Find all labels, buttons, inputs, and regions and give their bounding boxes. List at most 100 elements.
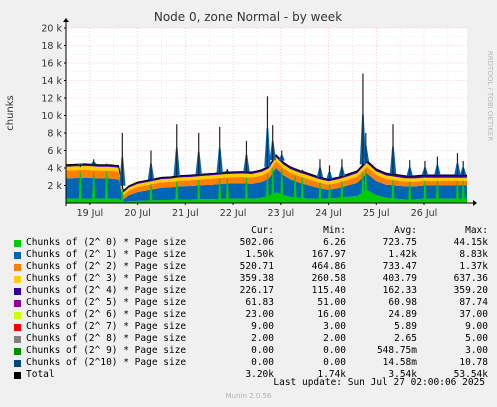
spike-base (225, 178, 229, 203)
legend-swatch (14, 300, 21, 307)
spike-base (461, 180, 465, 203)
y-tick-label: 18 k (41, 41, 62, 52)
legend-value-cur: 9.00 (251, 321, 274, 332)
spike-base (423, 180, 427, 203)
spike-base (78, 171, 82, 203)
legend-value-min: 0.00 (323, 357, 346, 368)
area-2pow2 (66, 161, 467, 200)
legend-row: Total 3.20k 1.74k 3.54k 53.54k (14, 369, 488, 381)
legend-value-max: 10.78 (459, 357, 488, 368)
chart-title: Node 0, zone Normal - by week (154, 10, 342, 24)
legend-series-name: Chunks of (2^ 6) * Page size (26, 309, 187, 320)
legend-series-name: Chunks of (2^10) * Page size (26, 357, 187, 368)
legend-value-cur: 359.38 (239, 273, 274, 284)
legend-swatch (14, 360, 21, 367)
legend-value-max: 87.74 (459, 297, 488, 308)
area-2pow3 (66, 157, 467, 196)
legend-value-cur: 226.17 (239, 285, 274, 296)
legend-swatch (14, 288, 21, 295)
legend-row: Chunks of (2^ 8) * Page size 2.00 2.00 2.65… (14, 333, 488, 345)
legend-series-name: Chunks of (2^ 1) * Page size (26, 249, 187, 260)
legend-row: Chunks of (2^ 5) * Page size 61.83 51.00 60… (14, 297, 488, 309)
spike-base (265, 174, 270, 203)
legend-value-avg: 60.98 (388, 297, 417, 308)
legend-value-avg: 733.47 (382, 261, 417, 272)
spike-base (318, 182, 322, 203)
legend-value-cur: 23.00 (245, 309, 274, 320)
legend-value-max: 637.36 (453, 273, 488, 284)
y-tick-label: 4 k (47, 164, 62, 175)
y-tick-label: 2 k (47, 181, 62, 192)
legend-value-avg: 14.58m (382, 357, 417, 368)
spike-base (340, 181, 344, 203)
y-tick-label: 12 k (41, 94, 62, 105)
legend-value-max: 3.00 (465, 345, 488, 356)
legend-value-min: 16.00 (317, 309, 346, 320)
legend-swatch (14, 264, 21, 271)
spikes (77, 73, 467, 203)
legend-value-max: 1.37k (459, 261, 488, 272)
legend-row: Chunks of (2^ 3) * Page size 359.38 260.58… (14, 273, 488, 285)
legend-header: Cur: Min: Avg: Max: (14, 225, 488, 237)
legend-value-avg: 2.65 (394, 333, 417, 344)
spike-base (435, 180, 440, 203)
legend-value-cur: 502.06 (239, 237, 274, 248)
legend-row: Chunks of (2^ 0) * Page size 502.06 6.26 72… (14, 237, 488, 249)
legend-row: Chunks of (2^ 2) * Page size 520.71 464.86… (14, 261, 488, 273)
legend-row: Chunks of (2^ 1) * Page size 1.50k 167.97 1… (14, 249, 488, 261)
legend-value-min: 167.97 (311, 249, 346, 260)
legend-value-cur: 61.83 (245, 297, 274, 308)
legend-swatch (14, 312, 21, 319)
y-axis-label: chunks (5, 95, 16, 131)
legend-series-name: Chunks of (2^ 0) * Page size (26, 237, 187, 248)
x-tick-label: 23 Jul (268, 208, 295, 219)
legend-value-max: 37.00 (459, 309, 488, 320)
legend-value-max: 44.15k (453, 237, 488, 248)
spike-base (120, 189, 124, 203)
legend-value-avg: 1.42k (388, 249, 417, 260)
spike-base (104, 172, 109, 203)
legend-value-avg: 723.75 (382, 237, 417, 248)
legend-value-avg: 403.79 (382, 273, 417, 284)
y-tick-label: 20 k (41, 24, 62, 35)
spike-base (280, 169, 284, 203)
spike-base (361, 172, 365, 203)
legend-value-avg: 548.75m (376, 345, 417, 356)
legend-value-min: 1.74k (317, 369, 346, 380)
legend-value-cur: 520.71 (239, 261, 274, 272)
legend: Cur: Min: Avg: Max: Chunks of (2^ 0) * P… (14, 225, 488, 381)
legend-value-cur: 2.00 (251, 333, 274, 344)
y-tick-label: 10 k (41, 111, 62, 122)
legend-series-name: Total (26, 369, 55, 380)
x-tick-label: 26 Jul (411, 208, 438, 219)
y-tick-label: 6 k (47, 146, 62, 157)
x-tick-label: 21 Jul (172, 208, 199, 219)
spike-base (300, 177, 304, 203)
legend-row: Chunks of (2^10) * Page size 0.00 0.00 14.5… (14, 357, 488, 369)
legend-swatch (14, 240, 21, 247)
legend-value-min: 3.00 (323, 321, 346, 332)
spike-base (293, 175, 297, 203)
legend-value-cur: 0.00 (251, 345, 274, 356)
legend-value-max: 9.00 (465, 321, 488, 332)
y-axis-arrow (63, 18, 69, 22)
legend-header-cur: Cur: (251, 225, 274, 236)
y-tick-label: 16 k (41, 59, 62, 70)
x-axis-arrow (473, 200, 477, 206)
x-tick-label: 24 Jul (315, 208, 342, 219)
spike-base (455, 180, 460, 203)
x-tick-label: 25 Jul (363, 208, 390, 219)
legend-value-max: 359.20 (453, 285, 488, 296)
legend-value-cur: 1.50k (245, 249, 274, 260)
legend-header-min: Min: (323, 225, 346, 236)
axes: 2 k 4 k 6 k 8 k 10 k 12 k 14 k 16 k 18 k 20 k 19 J… (41, 18, 477, 219)
x-tick-label: 22 Jul (220, 208, 247, 219)
legend-row: Chunks of (2^ 9) * Page size 0.00 0.00 548.… (14, 345, 488, 357)
legend-swatch (14, 372, 21, 379)
legend-value-avg: 162.33 (382, 285, 417, 296)
legend-value-avg: 5.89 (394, 321, 417, 332)
spike-base (149, 184, 153, 203)
legend-row: Chunks of (2^ 4) * Page size 226.17 115.40… (14, 285, 488, 297)
legend-header-avg: Avg: (394, 225, 417, 236)
